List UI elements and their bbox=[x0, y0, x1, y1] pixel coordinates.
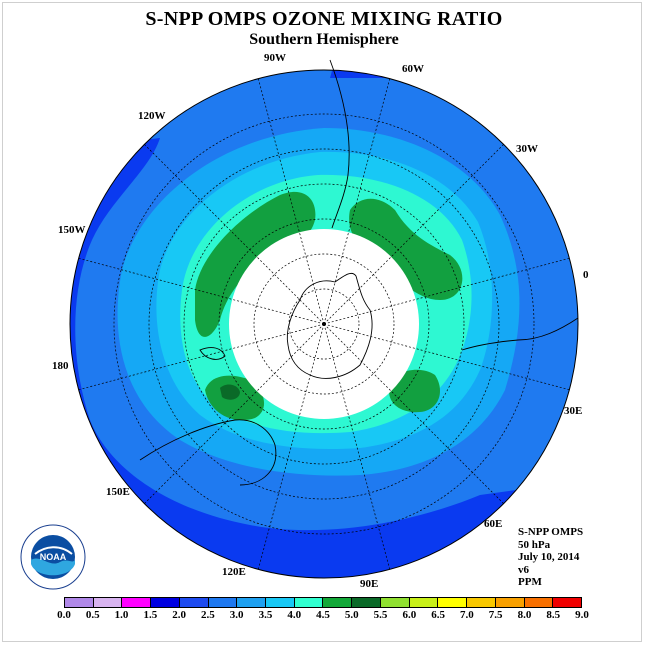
colorbar-tick-label: 7.0 bbox=[460, 609, 474, 621]
colorbar-segment bbox=[524, 598, 554, 607]
colorbar-tick-label: 8.5 bbox=[546, 609, 561, 621]
colorbar-segment bbox=[122, 598, 152, 607]
label-30e: 30E bbox=[564, 405, 583, 417]
colorbar-tick-label: 1.5 bbox=[143, 609, 158, 621]
label-60w: 60W bbox=[402, 63, 424, 75]
antarctica-coast bbox=[286, 272, 373, 379]
colorbar-segment bbox=[323, 598, 353, 607]
label-90e: 90E bbox=[360, 578, 379, 590]
australia-coast bbox=[139, 419, 277, 486]
coastlines bbox=[139, 59, 579, 486]
colorbar-segment bbox=[179, 598, 209, 607]
figure-frame bbox=[2, 2, 642, 642]
map-title: S-NPP OMPS OZONE MIXING RATIO bbox=[145, 8, 503, 30]
info-level: 50 hPa bbox=[518, 538, 551, 551]
globe-outline bbox=[69, 69, 579, 579]
label-30w: 30W bbox=[516, 143, 538, 155]
label-60e: 60E bbox=[484, 518, 503, 530]
colorbar-segment bbox=[266, 598, 295, 607]
colorbar-segment bbox=[294, 598, 324, 607]
label-180: 180 bbox=[52, 360, 69, 372]
colorbar bbox=[64, 597, 582, 608]
colorbar-tick-label: 4.5 bbox=[316, 609, 330, 621]
south-pole-marker bbox=[322, 322, 326, 326]
africa-coast bbox=[461, 317, 579, 351]
colorbar-tick-label: 9.0 bbox=[575, 609, 589, 621]
colorbar-segment bbox=[409, 598, 439, 607]
colorbar-segment bbox=[151, 598, 180, 607]
colorbar-segment bbox=[438, 598, 468, 607]
colorbar-segment bbox=[553, 598, 581, 607]
colorbar-tick-label: 2.0 bbox=[172, 609, 186, 621]
colorbar-tick-label: 8.0 bbox=[517, 609, 532, 621]
new-zealand-coast bbox=[199, 347, 226, 360]
noaa-logo: NOAA bbox=[20, 524, 86, 590]
field-2.0-2.5-north bbox=[330, 70, 400, 78]
label-120e: 120E bbox=[222, 566, 246, 578]
latitude-circle-50s bbox=[183, 183, 465, 465]
colorbar-segment bbox=[93, 598, 123, 607]
field-max-east bbox=[349, 198, 463, 300]
colorbar-tick-label: 5.0 bbox=[344, 609, 359, 621]
info-instrument: S-NPP OMPS bbox=[518, 526, 584, 538]
colorbar-segment bbox=[208, 598, 238, 607]
latitude-circle-30s bbox=[113, 113, 535, 535]
colorbar-segment bbox=[467, 598, 496, 607]
colorbar-tick-label: 4.0 bbox=[287, 609, 302, 621]
colorbar-tick-label: 1.0 bbox=[114, 609, 129, 621]
colorbar-tick-label: 2.5 bbox=[201, 609, 215, 621]
south-america-coast bbox=[329, 59, 350, 229]
info-date: July 10, 2014 bbox=[518, 551, 580, 563]
map-subtitle: Southern Hemisphere bbox=[249, 31, 399, 48]
colorbar-tick-label: 0.0 bbox=[57, 609, 71, 621]
info-block: S-NPP OMPS 50 hPa July 10, 2014 v6 PPM bbox=[518, 526, 583, 589]
colorbar-tick-label: 7.5 bbox=[488, 609, 503, 621]
colorbar-segment bbox=[237, 598, 267, 607]
label-90w: 90W bbox=[264, 52, 286, 64]
latitude-circle-40s bbox=[148, 148, 500, 500]
latitude-circle-70s bbox=[253, 253, 395, 395]
colorbar-segment bbox=[352, 598, 381, 607]
colorbar-tick-label: 3.0 bbox=[229, 609, 244, 621]
colorbar-segment bbox=[380, 598, 410, 607]
field-max-core bbox=[220, 384, 240, 400]
noaa-logo-text: NOAA bbox=[40, 552, 67, 562]
colorbar-segment bbox=[495, 598, 525, 607]
label-150w: 150W bbox=[58, 224, 86, 236]
info-units: PPM bbox=[518, 576, 542, 588]
colorbar-tick-label: 0.5 bbox=[85, 609, 100, 621]
colorbar-tick-label: 6.5 bbox=[431, 609, 445, 621]
colorbar-tick-label: 6.0 bbox=[402, 609, 417, 621]
ozone-field bbox=[70, 70, 578, 578]
label-120w: 120W bbox=[138, 110, 166, 122]
info-version: v6 bbox=[518, 563, 529, 576]
colorbar-segment bbox=[65, 598, 94, 607]
latitude-circle-60s bbox=[218, 218, 430, 430]
colorbar-tick-label: 3.5 bbox=[258, 609, 273, 621]
label-150e: 150E bbox=[106, 486, 130, 498]
colorbar-tick-label: 5.5 bbox=[373, 609, 388, 621]
label-0: 0 bbox=[583, 269, 589, 281]
graticule bbox=[78, 78, 570, 570]
